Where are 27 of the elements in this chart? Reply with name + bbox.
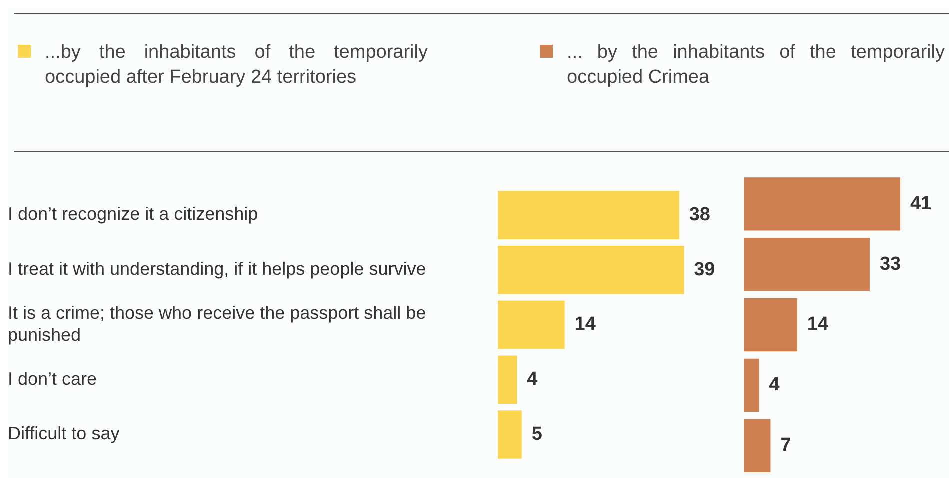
bar <box>744 419 771 472</box>
bar <box>498 191 680 240</box>
data-label: 4 <box>769 374 780 396</box>
bar <box>498 300 565 350</box>
y-tick-label: I treat it with understanding, if it helps people survive <box>8 259 426 280</box>
data-label: 38 <box>689 204 710 226</box>
bar <box>498 246 684 294</box>
bar <box>498 356 518 404</box>
data-label: 7 <box>780 435 792 456</box>
data-label: 39 <box>694 259 716 280</box>
legend-label: ...by the inhabitants of the temporarily occupied after February 24 territories <box>45 41 428 90</box>
data-label: 5 <box>532 424 543 445</box>
bar <box>744 358 760 412</box>
y-tick-label: I don’t care <box>8 368 98 389</box>
bar <box>744 238 870 292</box>
y-tick-label: Difficult to say <box>8 424 120 444</box>
data-label: 14 <box>807 314 829 336</box>
bar <box>744 298 798 352</box>
data-label: 41 <box>910 193 932 214</box>
data-label: 4 <box>527 369 538 390</box>
bar <box>744 178 900 231</box>
y-tick-label: It is a crime; those who receive the passport shall be punished <box>8 303 426 345</box>
y-tick-label: I don’t recognize it a citizenship <box>8 204 258 224</box>
legend-label: ... by the inhabitants of the temporarily occupied Crimea <box>567 41 945 90</box>
bar <box>498 410 522 459</box>
data-label: 14 <box>574 314 596 336</box>
data-label: 33 <box>880 254 902 275</box>
